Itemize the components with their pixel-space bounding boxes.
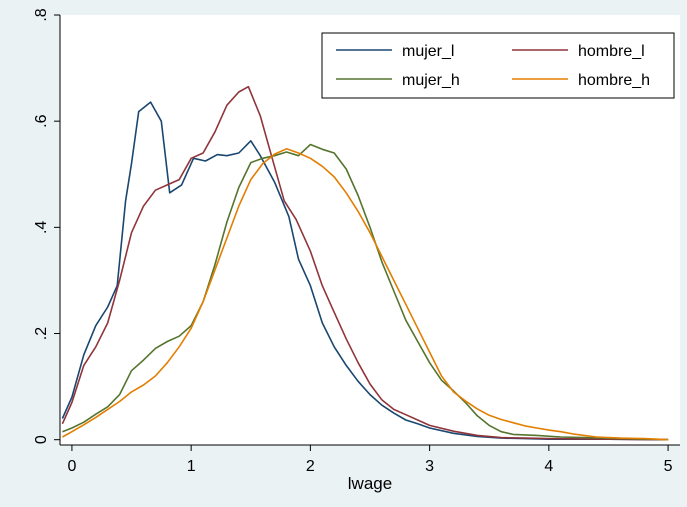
x-axis-title: lwage [348, 474, 392, 493]
series-line-mujer-h [62, 143, 669, 441]
legend-label-mujer-h: mujer_h [402, 72, 460, 89]
series-lines [61, 85, 669, 441]
x-tick-label: 4 [544, 458, 553, 475]
series-line-hombre-h [62, 148, 669, 441]
series-line-hombre-l [61, 85, 669, 441]
x-tick-label: 1 [187, 458, 196, 475]
x-tick-label: 2 [306, 458, 315, 475]
legend-label-hombre-h: hombre_h [578, 72, 650, 89]
legend-box [321, 32, 675, 99]
y-tick-label: .4 [33, 221, 50, 234]
legend-label-mujer-l: mujer_l [402, 43, 454, 60]
y-tick-label: .6 [33, 114, 50, 127]
y-tick-label: 0 [33, 435, 50, 444]
y-tick-label: .8 [33, 8, 50, 21]
y-axis-ticks: 0 .2 .4 .6 .8 [33, 8, 60, 444]
legend: mujer_l hombre_l mujer_h hombre_h [321, 32, 675, 99]
x-tick-label: 5 [664, 458, 673, 475]
series-line-mujer-l [61, 101, 669, 441]
x-tick-label: 3 [425, 458, 434, 475]
x-axis-ticks: 0 1 2 3 4 5 [67, 445, 673, 475]
y-tick-label: .2 [33, 327, 50, 340]
x-tick-label: 0 [67, 458, 76, 475]
legend-label-hombre-l: hombre_l [578, 43, 645, 60]
